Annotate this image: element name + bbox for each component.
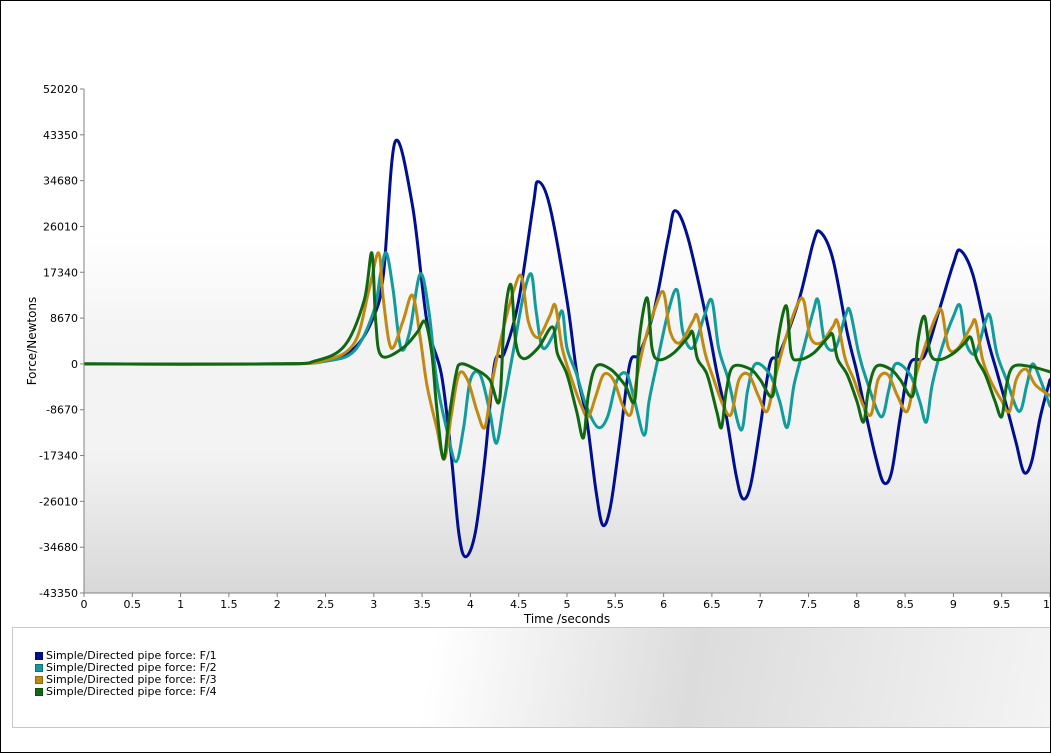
- legend-label: Simple/Directed pipe force: F/4: [46, 685, 217, 698]
- y-tick-label: 17340: [43, 266, 78, 279]
- legend-label: Simple/Directed pipe force: F/2: [46, 661, 217, 674]
- series-line: [84, 251, 1050, 461]
- x-tick-label: 3: [370, 598, 377, 611]
- x-tick-label: 7: [757, 598, 764, 611]
- series-group: [84, 138, 1050, 559]
- x-tick-label: 1: [177, 598, 184, 611]
- legend-item: Simple/Directed pipe force: F/4: [35, 686, 217, 698]
- x-tick-label: 8.5: [896, 598, 914, 611]
- legend-item: Simple/Directed pipe force: F/3: [35, 674, 217, 686]
- y-tick-label: 43350: [43, 129, 78, 142]
- y-tick-label: -26010: [39, 495, 78, 508]
- x-tick-label: 6: [660, 598, 667, 611]
- y-tick-label: 34680: [43, 175, 78, 188]
- x-axis-title: Time /seconds: [523, 612, 610, 626]
- legend-swatch: [35, 688, 43, 696]
- legend-swatch: [35, 664, 43, 672]
- x-tick-label: 2: [274, 598, 281, 611]
- legend-label: Simple/Directed pipe force: F/3: [46, 673, 217, 686]
- y-tick-label: -34680: [39, 541, 78, 554]
- y-tick-label: -8670: [46, 404, 78, 417]
- x-tick-label: 6.5: [703, 598, 721, 611]
- x-tick-label: 7.5: [800, 598, 818, 611]
- y-axis-title: Force/Newtons: [25, 297, 39, 386]
- x-tick-label: 8: [853, 598, 860, 611]
- legend: Simple/Directed pipe force: F/1 Simple/Di…: [12, 627, 1050, 728]
- x-tick-label: 3.5: [413, 598, 431, 611]
- y-tick-label: 8670: [50, 312, 78, 325]
- legend-item: Simple/Directed pipe force: F/1: [35, 650, 217, 662]
- y-tick-label: -17340: [39, 450, 78, 463]
- x-tick-label: 4.5: [510, 598, 528, 611]
- y-tick-label: 52020: [43, 83, 78, 96]
- y-tick-label: -43350: [39, 587, 78, 600]
- line-chart: 520204335034680260101734086700-8670-1734…: [25, 83, 1050, 626]
- x-tick-label: 5: [564, 598, 571, 611]
- x-tick-label: 5.5: [607, 598, 625, 611]
- x-tick-label: 10: [1043, 598, 1050, 611]
- legend-items: Simple/Directed pipe force: F/1 Simple/Di…: [35, 650, 217, 698]
- legend-item: Simple/Directed pipe force: F/2: [35, 662, 217, 674]
- x-tick-label: 9: [950, 598, 957, 611]
- x-tick-label: 9.5: [993, 598, 1011, 611]
- legend-swatch: [35, 652, 43, 660]
- y-tick-label: 26010: [43, 220, 78, 233]
- y-axis-ticks: 52020 43350 34680 26010 17340 8670 0 -8670 -1734…: [39, 83, 84, 600]
- x-tick-label: 2.5: [317, 598, 335, 611]
- x-tick-label: 0: [81, 598, 88, 611]
- legend-label: Simple/Directed pipe force: F/1: [46, 649, 217, 662]
- y-tick-label: 0: [71, 358, 78, 371]
- x-tick-label: 1.5: [220, 598, 238, 611]
- legend-swatch: [35, 676, 43, 684]
- x-tick-label: 4: [467, 598, 474, 611]
- x-axis-ticks: 0 0.5 1 1.5 2 2.5 3 3.5 4 4.5 5 5.5 6 6.5 7 7.5 8 8.5 9 9.5…: [81, 593, 1050, 611]
- x-tick-label: 0.5: [124, 598, 142, 611]
